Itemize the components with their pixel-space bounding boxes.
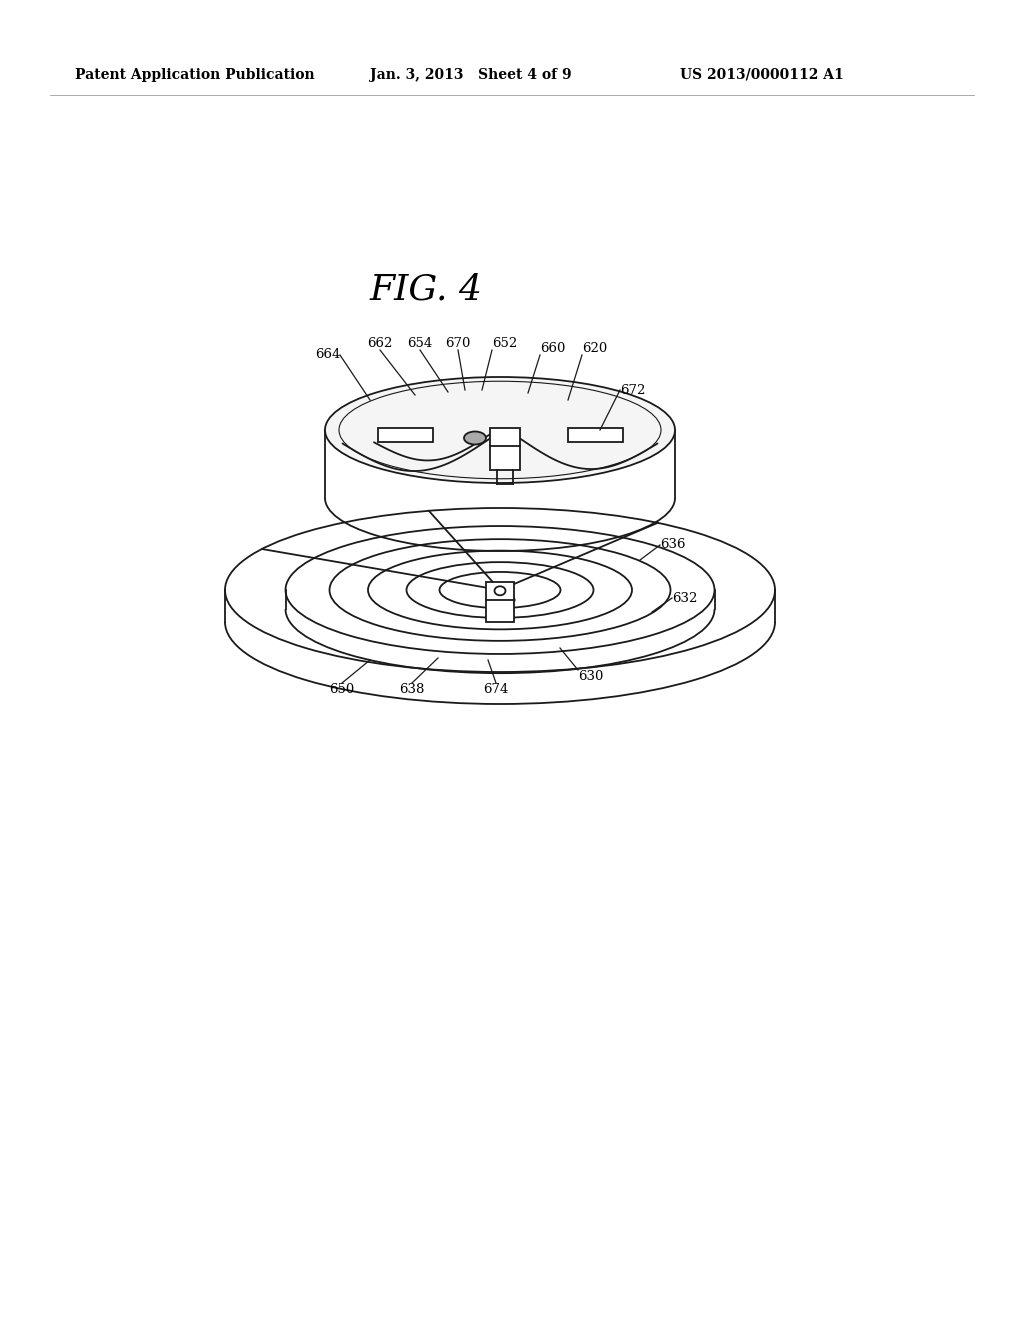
Text: 650: 650 <box>330 682 354 696</box>
Text: 630: 630 <box>578 671 603 682</box>
Ellipse shape <box>505 597 515 603</box>
Text: 674: 674 <box>483 682 509 696</box>
Text: 636: 636 <box>660 539 685 552</box>
Text: 662: 662 <box>368 337 392 350</box>
Text: Jan. 3, 2013   Sheet 4 of 9: Jan. 3, 2013 Sheet 4 of 9 <box>370 69 571 82</box>
FancyBboxPatch shape <box>486 582 514 622</box>
FancyBboxPatch shape <box>378 428 433 442</box>
FancyBboxPatch shape <box>568 428 623 442</box>
Text: 670: 670 <box>445 337 471 350</box>
Text: 664: 664 <box>314 348 340 362</box>
Ellipse shape <box>464 432 486 445</box>
Text: 632: 632 <box>672 591 697 605</box>
Text: 620: 620 <box>582 342 607 355</box>
FancyBboxPatch shape <box>490 428 520 470</box>
Text: 654: 654 <box>408 337 432 350</box>
Text: 660: 660 <box>540 342 565 355</box>
Text: Patent Application Publication: Patent Application Publication <box>75 69 314 82</box>
Text: FIG. 4: FIG. 4 <box>370 273 483 308</box>
Text: 638: 638 <box>399 682 425 696</box>
Text: US 2013/0000112 A1: US 2013/0000112 A1 <box>680 69 844 82</box>
Ellipse shape <box>325 378 675 483</box>
Text: 652: 652 <box>492 337 517 350</box>
Text: 672: 672 <box>620 384 645 396</box>
